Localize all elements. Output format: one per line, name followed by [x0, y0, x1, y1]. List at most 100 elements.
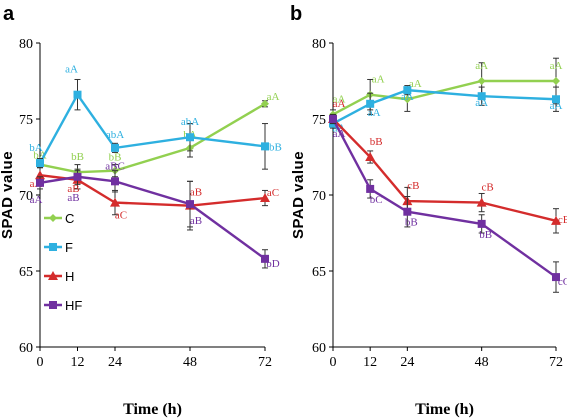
- data-label: aB: [67, 192, 79, 204]
- y-tick-label: 75: [19, 113, 33, 128]
- data-point: [366, 184, 375, 193]
- x-tick-label: 24: [400, 355, 414, 370]
- data-label: aA: [333, 98, 346, 110]
- data-point: [186, 133, 194, 142]
- data-point: [403, 207, 412, 216]
- data-point: [261, 254, 269, 263]
- data-label: aA: [333, 128, 346, 140]
- data-point: [365, 152, 376, 161]
- data-point: [36, 178, 44, 187]
- data-label: bB: [370, 136, 383, 148]
- data-label: aB: [190, 215, 202, 227]
- data-point: [73, 172, 82, 181]
- panel-b: b 60 65 70 75 80 0 12 24 48 72 Time (h) SPAD value aA…: [290, 3, 567, 418]
- data-label: cB: [558, 214, 567, 226]
- data-label: aA: [333, 93, 346, 105]
- x-tick-label: 0: [330, 355, 337, 370]
- data-point: [552, 273, 560, 282]
- data-label: aBC: [105, 160, 125, 172]
- data-label: bD: [266, 258, 280, 270]
- data-label: bB: [109, 152, 122, 164]
- data-point: [551, 215, 561, 225]
- data-point: [111, 177, 119, 186]
- data-point: [73, 90, 82, 99]
- data-point: [186, 200, 194, 209]
- data-label: aA: [475, 97, 488, 109]
- y-tick-label: 75: [312, 113, 326, 128]
- series-line: [331, 118, 557, 279]
- y-tick-label: 80: [312, 37, 326, 52]
- data-label: bB: [479, 229, 492, 241]
- data-point: [111, 143, 119, 152]
- data-label: abB: [264, 141, 282, 153]
- data-label: abA: [181, 116, 199, 128]
- data-point: [477, 92, 486, 101]
- y-tick-label: 70: [19, 189, 33, 204]
- x-tick-label: 24: [108, 355, 122, 370]
- legend-marker: [48, 271, 58, 280]
- data-label: bB: [71, 151, 84, 163]
- legend: CFH HF: [44, 211, 82, 313]
- data-label: aA: [368, 107, 381, 119]
- data-point: [552, 77, 560, 85]
- panel-label: a: [3, 3, 15, 25]
- data-label: cB: [482, 182, 494, 194]
- legend-marker: [49, 243, 57, 251]
- data-label: aA: [475, 60, 488, 72]
- x-tick-label: 0: [37, 355, 44, 370]
- x-tick-label: 72: [258, 355, 272, 370]
- x-axis-title: Time (h): [123, 401, 182, 418]
- y-tick-label: 60: [19, 341, 33, 356]
- legend-marker: [49, 301, 57, 309]
- data-point: [260, 193, 270, 203]
- data-label: aA: [550, 100, 563, 112]
- data-point: [261, 99, 269, 108]
- data-point: [261, 142, 269, 151]
- data-point: [36, 159, 44, 168]
- data-point: [476, 197, 487, 207]
- data-label: aA: [372, 74, 385, 86]
- data-label: cC: [558, 276, 567, 288]
- data-label: bA: [29, 142, 43, 154]
- y-axis-title: SPAD value: [290, 151, 307, 239]
- data-label: cB: [407, 180, 419, 192]
- legend-label: C: [65, 211, 74, 226]
- y-tick-label: 65: [312, 265, 326, 280]
- data-label: aA: [65, 64, 78, 76]
- data-point: [403, 95, 412, 104]
- series-h: aA bB cB cB cB: [328, 98, 567, 234]
- y-tick-label: 80: [19, 37, 33, 52]
- data-label: aA: [401, 91, 414, 103]
- x-axis-title: Time (h): [415, 401, 474, 418]
- data-point: [110, 197, 120, 207]
- panel-label: b: [290, 3, 302, 25]
- series-line: [332, 118, 557, 223]
- data-point: [403, 86, 412, 95]
- series-f: bA aA abA abA abB: [29, 64, 282, 170]
- data-point: [366, 99, 375, 108]
- data-label: aC: [115, 210, 127, 222]
- y-tick-label: 65: [19, 265, 33, 280]
- data-point: [477, 219, 486, 228]
- y-tick-label: 60: [312, 341, 326, 356]
- data-label: aA: [409, 78, 422, 90]
- data-label: aC: [267, 187, 279, 199]
- y-axis-title: SPAD value: [0, 151, 16, 239]
- data-label: aA: [550, 60, 563, 72]
- data-label: bC: [370, 194, 383, 206]
- data-label: bB: [405, 217, 418, 229]
- x-tick-label: 48: [183, 355, 197, 370]
- series-c: bAbBbBbAaA: [33, 91, 279, 181]
- data-point: [552, 95, 560, 104]
- x-tick-label: 72: [549, 355, 563, 370]
- data-point: [329, 115, 337, 123]
- legend-marker: [49, 214, 57, 222]
- x-tick-label: 48: [475, 355, 489, 370]
- x-tick-label: 12: [363, 355, 377, 370]
- legend-label: HF: [65, 298, 82, 313]
- y-tick-label: 70: [312, 189, 326, 204]
